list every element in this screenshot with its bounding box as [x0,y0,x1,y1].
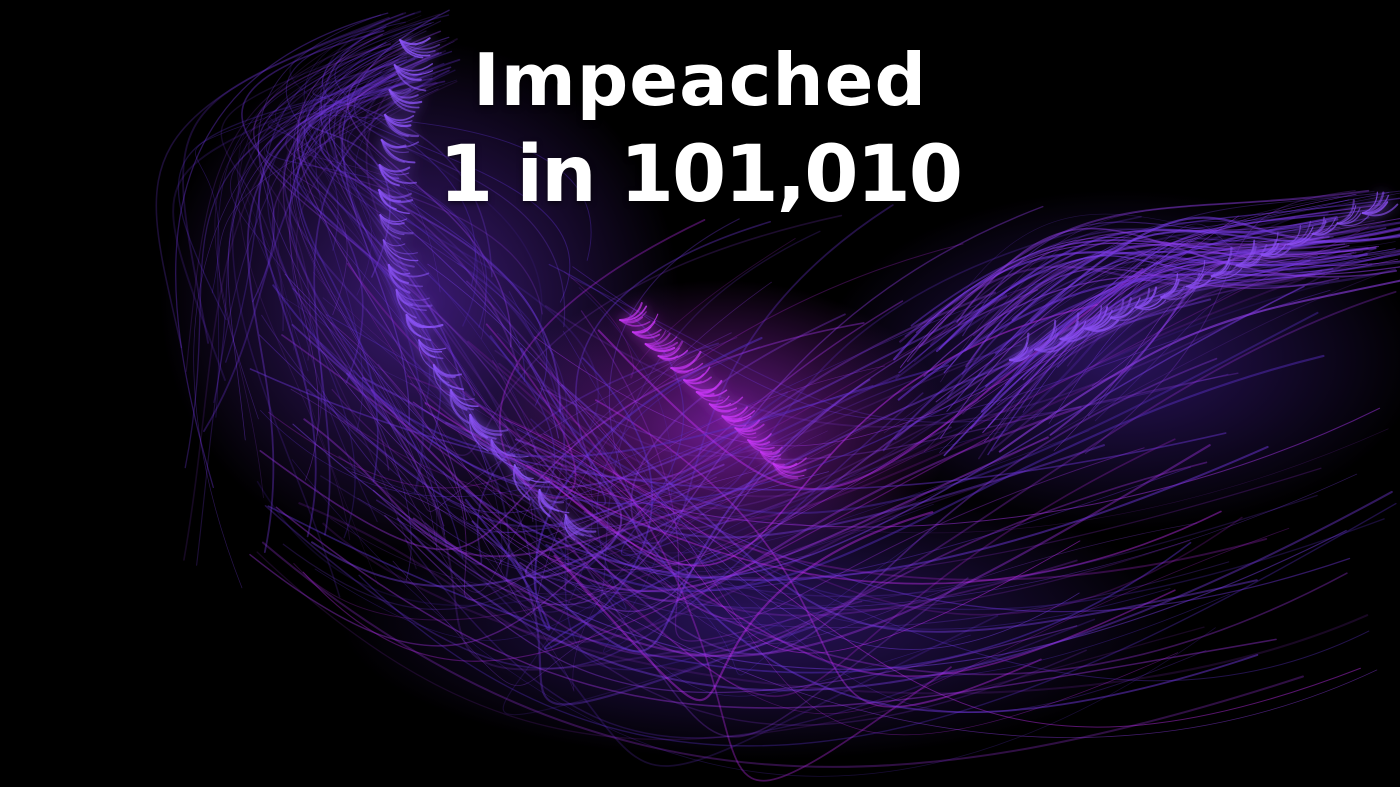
feather-fringes [377,37,1399,541]
fractal-wisps [155,9,1400,782]
headline-title: Impeached [472,38,928,122]
headline: Impeached 1 in 101,010 [0,40,1400,214]
headline-odds: 1 in 101,010 [438,130,963,220]
